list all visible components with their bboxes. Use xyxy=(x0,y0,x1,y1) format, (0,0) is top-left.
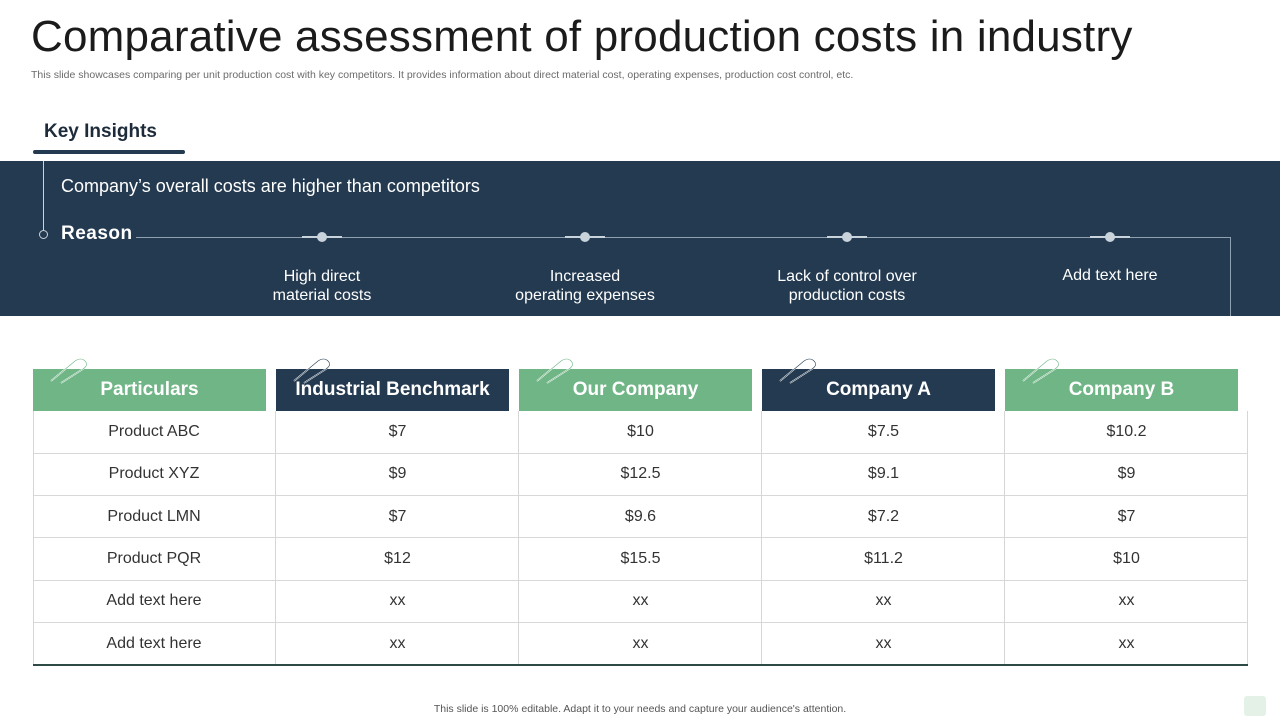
table-cell: $7 xyxy=(1005,496,1248,539)
table-cell: $10 xyxy=(519,411,762,454)
paperclip-icon xyxy=(293,358,331,384)
paperclip-icon xyxy=(536,358,574,384)
table-bottom-border xyxy=(33,664,1248,666)
column-header: Industrial Benchmark xyxy=(276,369,509,411)
row-label-cell: Product LMN xyxy=(33,496,275,539)
table-cell: xx xyxy=(519,623,762,666)
table-border xyxy=(275,411,276,665)
table-border xyxy=(1247,411,1248,665)
paperclip-icon xyxy=(779,358,817,384)
table-cell: $7.2 xyxy=(762,496,1005,539)
table-cell: $9 xyxy=(276,453,519,496)
reason-connector-end xyxy=(1230,237,1231,316)
table-border xyxy=(518,411,519,665)
timeline-circle-icon xyxy=(39,230,48,239)
table-cell: $9.6 xyxy=(519,496,762,539)
reason-node-icon xyxy=(827,231,867,243)
reason-line-2: operating expenses xyxy=(515,287,655,304)
table-cell: xx xyxy=(276,581,519,624)
table-border xyxy=(1004,411,1005,665)
reason-line-1: Add text here xyxy=(1062,267,1158,284)
reason-line-1: Lack of control over xyxy=(777,268,917,285)
column-header: Particulars xyxy=(33,369,266,411)
paperclip-icon xyxy=(1022,358,1060,384)
table-cell: xx xyxy=(1005,623,1248,666)
table-cell: $7 xyxy=(276,496,519,539)
table-cell: $11.2 xyxy=(762,538,1005,581)
table-cell: $7 xyxy=(276,411,519,454)
table-cell: $10.2 xyxy=(1005,411,1248,454)
table-cell: xx xyxy=(762,623,1005,666)
table-border xyxy=(33,411,34,665)
key-insights-underline xyxy=(33,150,185,154)
reason-line-2: material costs xyxy=(272,287,372,304)
row-label-cell: Product XYZ xyxy=(33,453,275,496)
row-label-cell: Product ABC xyxy=(33,411,275,454)
table-cell: $15.5 xyxy=(519,538,762,581)
reason-item: Add text here xyxy=(1010,266,1210,285)
reason-node-icon xyxy=(302,231,342,243)
paperclip-icon xyxy=(50,358,88,384)
row-label-cell: Product PQR xyxy=(33,538,275,581)
table-cell: $12 xyxy=(276,538,519,581)
reason-node-icon xyxy=(1090,231,1130,243)
reason-item: High direct material costs xyxy=(222,267,422,305)
table-cell: $9.1 xyxy=(762,453,1005,496)
timeline-vertical-line xyxy=(43,161,44,231)
table-cell: $7.5 xyxy=(762,411,1005,454)
table-cell: $12.5 xyxy=(519,453,762,496)
table-cell: $9 xyxy=(1005,453,1248,496)
key-insights-heading: Key Insights xyxy=(44,121,157,142)
row-label-cell: Add text here xyxy=(33,623,275,666)
table-border xyxy=(761,411,762,665)
reason-item: Lack of control over production costs xyxy=(747,267,947,305)
page-title: Comparative assessment of production cos… xyxy=(31,12,1133,61)
table-cell: xx xyxy=(762,581,1005,624)
reason-node-icon xyxy=(565,231,605,243)
reason-item: Increased operating expenses xyxy=(485,267,685,305)
reason-line-1: High direct xyxy=(283,268,361,285)
table-cell: xx xyxy=(276,623,519,666)
insights-band: Company’s overall costs are higher than … xyxy=(0,161,1280,316)
table-cell: $10 xyxy=(1005,538,1248,581)
reason-connector-line xyxy=(136,237,1231,238)
reason-line-2: production costs xyxy=(788,287,906,304)
footer-note: This slide is 100% editable. Adapt it to… xyxy=(433,703,847,715)
row-label-cell: Add text here xyxy=(33,581,275,624)
reason-line-1: Increased xyxy=(549,268,621,285)
corner-badge xyxy=(1244,696,1266,716)
table-cell: xx xyxy=(1005,581,1248,624)
page-subtitle: This slide showcases comparing per unit … xyxy=(31,69,854,81)
insight-headline: Company’s overall costs are higher than … xyxy=(61,176,480,196)
reason-label: Reason xyxy=(61,223,133,244)
table-cell: xx xyxy=(519,581,762,624)
